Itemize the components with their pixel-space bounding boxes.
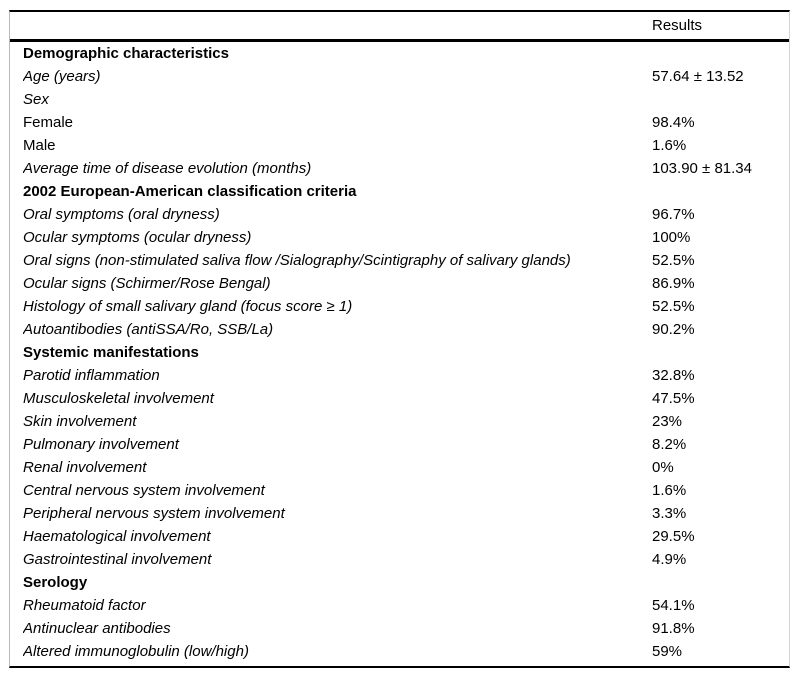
row-label: Rheumatoid factor (23, 597, 146, 614)
table-row: Haematological involvement 29.5% (10, 525, 789, 548)
table-row: Altered immunoglobulin (low/high) 59% (10, 640, 789, 663)
row-label: Female (23, 114, 74, 131)
table-row: Serology (10, 571, 789, 594)
row-value: 23% (652, 413, 683, 430)
table-row: Oral signs (non-stimulated saliva flow /… (10, 249, 789, 272)
row-value: 52.5% (652, 252, 695, 269)
row-label: Demographic characteristics (23, 45, 229, 62)
row-value: 90.2% (652, 321, 695, 338)
row-label: Oral signs (non-stimulated saliva flow /… (23, 252, 571, 269)
row-label: Male (23, 137, 56, 154)
row-label: Age (years) (23, 68, 101, 85)
row-value: 8.2% (652, 436, 687, 453)
table-row: Sex (10, 88, 789, 111)
row-value: 1.6% (652, 482, 687, 499)
row-value: 96.7% (652, 206, 695, 223)
table-row: Renal involvement 0% (10, 456, 789, 479)
table-row: Antinuclear antibodies 91.8% (10, 617, 789, 640)
table-row: Rheumatoid factor 54.1% (10, 594, 789, 617)
table-row: Ocular symptoms (ocular dryness) 100% (10, 226, 789, 249)
table-row: Age (years) 57.64 ± 13.52 (10, 65, 789, 88)
table-header: Results (10, 12, 789, 42)
row-value: 100% (652, 229, 691, 246)
row-label: Haematological involvement (23, 528, 211, 545)
row-label: Parotid inflammation (23, 367, 160, 384)
row-value: 3.3% (652, 505, 687, 522)
row-label: Skin involvement (23, 413, 137, 430)
row-value: 54.1% (652, 597, 695, 614)
table-row: 2002 European-American classification cr… (10, 180, 789, 203)
table-row: Oral symptoms (oral dryness) 96.7% (10, 203, 789, 226)
row-value: 103.90 ± 81.34 (652, 160, 752, 177)
table-row: Gastrointestinal involvement 4.9% (10, 548, 789, 571)
row-label: Serology (23, 574, 88, 591)
table-row: Skin involvement 23% (10, 410, 789, 433)
row-value: 52.5% (652, 298, 695, 315)
row-value: 47.5% (652, 390, 695, 407)
row-value: 59% (652, 643, 683, 660)
row-label: Antinuclear antibodies (23, 620, 171, 637)
row-label: Histology of small salivary gland (focus… (23, 298, 353, 315)
row-value: 0% (652, 459, 674, 476)
row-value: 32.8% (652, 367, 695, 384)
row-label: Oral symptoms (oral dryness) (23, 206, 220, 223)
row-value: 57.64 ± 13.52 (652, 68, 744, 85)
row-label: Sex (23, 91, 49, 108)
table-row: Parotid inflammation 32.8% (10, 364, 789, 387)
table-row: Systemic manifestations (10, 341, 789, 364)
row-label: Systemic manifestations (23, 344, 199, 361)
row-label: Ocular signs (Schirmer/Rose Bengal) (23, 275, 271, 292)
row-label: Central nervous system involvement (23, 482, 265, 499)
row-value: 91.8% (652, 620, 695, 637)
table-row: Peripheral nervous system involvement 3.… (10, 502, 789, 525)
row-label: Peripheral nervous system involvement (23, 505, 285, 522)
table-row: Female 98.4% (10, 111, 789, 134)
table-body: Demographic characteristics Age (years) … (10, 42, 789, 663)
row-label: Altered immunoglobulin (low/high) (23, 643, 249, 660)
table-row: Ocular signs (Schirmer/Rose Bengal) 86.9… (10, 272, 789, 295)
table-row: Central nervous system involvement 1.6% (10, 479, 789, 502)
row-value: 1.6% (652, 137, 687, 154)
row-label: Ocular symptoms (ocular dryness) (23, 229, 252, 246)
row-label: Autoantibodies (antiSSA/Ro, SSB/La) (23, 321, 274, 338)
row-value: 98.4% (652, 114, 695, 131)
table-row: Musculoskeletal involvement 47.5% (10, 387, 789, 410)
table-row: Autoantibodies (antiSSA/Ro, SSB/La) 90.2… (10, 318, 789, 341)
table-row: Pulmonary involvement 8.2% (10, 433, 789, 456)
row-label: Renal involvement (23, 459, 147, 476)
row-value: 86.9% (652, 275, 695, 292)
row-label: Musculoskeletal involvement (23, 390, 214, 407)
row-value: 4.9% (652, 551, 687, 568)
table-row: Demographic characteristics (10, 42, 789, 65)
table-row: Average time of disease evolution (month… (10, 157, 789, 180)
row-label: Pulmonary involvement (23, 436, 179, 453)
row-label: 2002 European-American classification cr… (23, 183, 357, 200)
results-table: Results Demographic characteristics Age … (9, 10, 790, 668)
table-row: Male 1.6% (10, 134, 789, 157)
row-label: Average time of disease evolution (month… (23, 160, 312, 177)
table-row: Histology of small salivary gland (focus… (10, 295, 789, 318)
row-label: Gastrointestinal involvement (23, 551, 212, 568)
row-value: 29.5% (652, 528, 695, 545)
results-column-header: Results (652, 17, 703, 34)
